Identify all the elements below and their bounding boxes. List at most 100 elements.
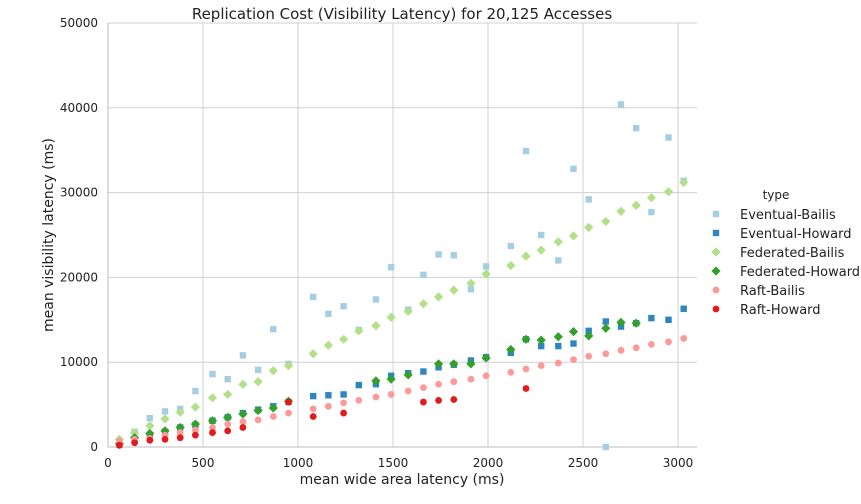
legend-label: Eventual-Bailis (740, 208, 836, 223)
y-tick-label: 40000 (60, 101, 98, 115)
x-tick-label: 1000 (283, 456, 314, 470)
data-point (403, 306, 413, 316)
data-point (371, 376, 381, 386)
series-eventual-howard (116, 305, 687, 448)
data-point (420, 384, 427, 392)
data-point (131, 439, 139, 447)
data-point (680, 305, 687, 312)
data-point (371, 321, 381, 331)
data-point (435, 380, 442, 388)
data-point (506, 344, 516, 355)
data-point (403, 370, 413, 380)
data-point (238, 409, 248, 419)
data-point (420, 398, 427, 406)
data-point (308, 349, 318, 359)
data-point (268, 366, 278, 376)
data-point (160, 414, 170, 424)
data-point (355, 396, 363, 404)
data-point (224, 427, 232, 435)
data-point (679, 177, 689, 188)
legend-item: Raft-Howard (712, 303, 821, 318)
legend-title: type (763, 188, 790, 202)
data-point (420, 368, 427, 375)
x-axis-title: mean wide area latency (ms) (300, 472, 505, 488)
legend-marker (712, 286, 720, 294)
data-point (209, 429, 216, 436)
data-point (420, 271, 427, 279)
data-point (538, 231, 545, 239)
data-point (450, 252, 457, 259)
data-point (325, 402, 332, 410)
legend: type Eventual-Bailis Eventual-Howard Feder… (711, 188, 860, 318)
data-point (449, 285, 459, 295)
y-tick-label: 0 (90, 440, 98, 454)
data-point (269, 413, 277, 420)
legend-item: Raft-Bailis (712, 284, 805, 299)
data-point (631, 318, 641, 328)
data-point (585, 352, 593, 360)
data-point (145, 428, 155, 439)
data-point (209, 370, 216, 378)
data-point (223, 389, 233, 400)
data-point (372, 393, 380, 401)
data-point (570, 165, 577, 173)
data-point (521, 251, 531, 261)
data-point (340, 391, 347, 398)
data-point (665, 338, 672, 346)
data-point (537, 362, 545, 369)
data-point (522, 365, 530, 373)
data-point (617, 346, 625, 354)
data-point (340, 409, 347, 417)
data-point (355, 381, 362, 389)
data-point (192, 431, 199, 439)
data-point (570, 340, 577, 347)
data-point (633, 124, 640, 132)
data-point (434, 359, 444, 369)
data-point (224, 375, 231, 383)
data-point (253, 405, 263, 416)
data-point (192, 387, 199, 395)
data-point (466, 278, 476, 288)
series-raft-bailis (116, 335, 688, 445)
legend-marker (712, 210, 720, 218)
data-point (680, 335, 688, 342)
data-point (116, 441, 123, 449)
data-point (646, 193, 656, 203)
legend-label: Federated-Howard (740, 265, 860, 280)
data-point (325, 310, 332, 318)
data-point (161, 408, 169, 415)
data-point (555, 342, 562, 350)
data-point (223, 412, 233, 422)
data-points (114, 101, 689, 451)
legend-item: Federated-Howard (711, 265, 860, 280)
data-point (617, 101, 625, 108)
data-point (387, 391, 395, 398)
data-point (584, 222, 594, 232)
legend-label: Federated-Bailis (740, 246, 845, 261)
data-point (585, 327, 592, 335)
data-point (631, 200, 641, 210)
data-point (507, 368, 515, 376)
data-point (648, 340, 655, 348)
data-point (418, 299, 428, 309)
axes (107, 23, 697, 448)
data-point (161, 435, 169, 443)
data-point (309, 405, 317, 413)
data-point (481, 353, 491, 363)
data-point (239, 418, 247, 425)
data-point (130, 427, 140, 438)
data-point (602, 318, 609, 325)
data-point (665, 134, 672, 141)
legend-marker (712, 305, 720, 313)
tick-labels: 0 500 1000 1500 2000 2500 30000100002000030000… (60, 16, 693, 470)
data-point (207, 393, 218, 403)
data-point (466, 359, 476, 369)
data-point (601, 323, 611, 333)
data-point (522, 385, 530, 392)
data-point (325, 392, 332, 399)
data-point (584, 331, 594, 341)
data-point (554, 359, 562, 367)
data-point (176, 429, 184, 436)
